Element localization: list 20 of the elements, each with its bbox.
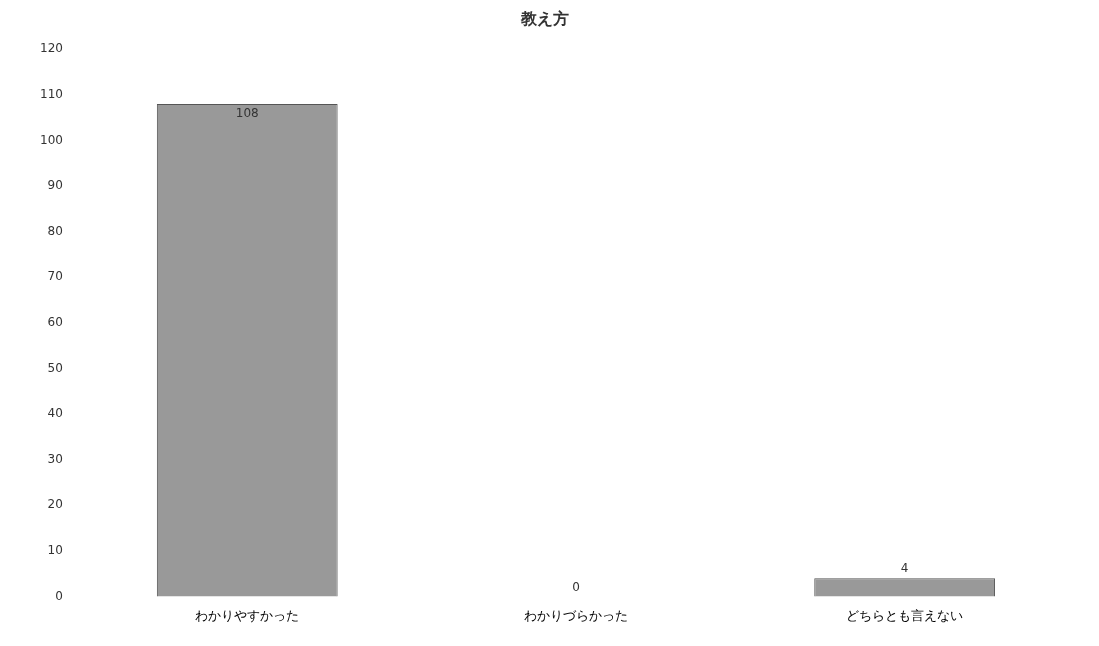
data-label: 0 — [572, 579, 580, 594]
y-tick-label: 90 — [47, 178, 63, 193]
y-tick-label: 0 — [55, 588, 63, 603]
data-label: 4 — [900, 561, 909, 576]
y-tick-label: 100 — [40, 132, 63, 147]
x-tick-label: わかりやすかった — [195, 607, 300, 623]
data-label: 108 — [235, 106, 259, 121]
y-tick-label: 120 — [40, 41, 63, 56]
chart-title: 教え方 — [519, 8, 569, 28]
y-tick-label: 80 — [47, 223, 63, 238]
y-tick-label: 10 — [47, 542, 63, 557]
x-tick-label: どちらとも言えない — [846, 607, 964, 623]
x-tick-label: わかりづらかった — [523, 607, 628, 623]
y-tick-label: 70 — [47, 269, 63, 284]
y-tick-label: 20 — [47, 497, 63, 512]
y-tick-label: 40 — [47, 406, 63, 421]
y-tick-label: 50 — [47, 360, 63, 375]
y-tick-label: 110 — [40, 86, 63, 101]
y-tick-label: 60 — [47, 314, 63, 329]
y-tick-label: 30 — [47, 451, 63, 466]
